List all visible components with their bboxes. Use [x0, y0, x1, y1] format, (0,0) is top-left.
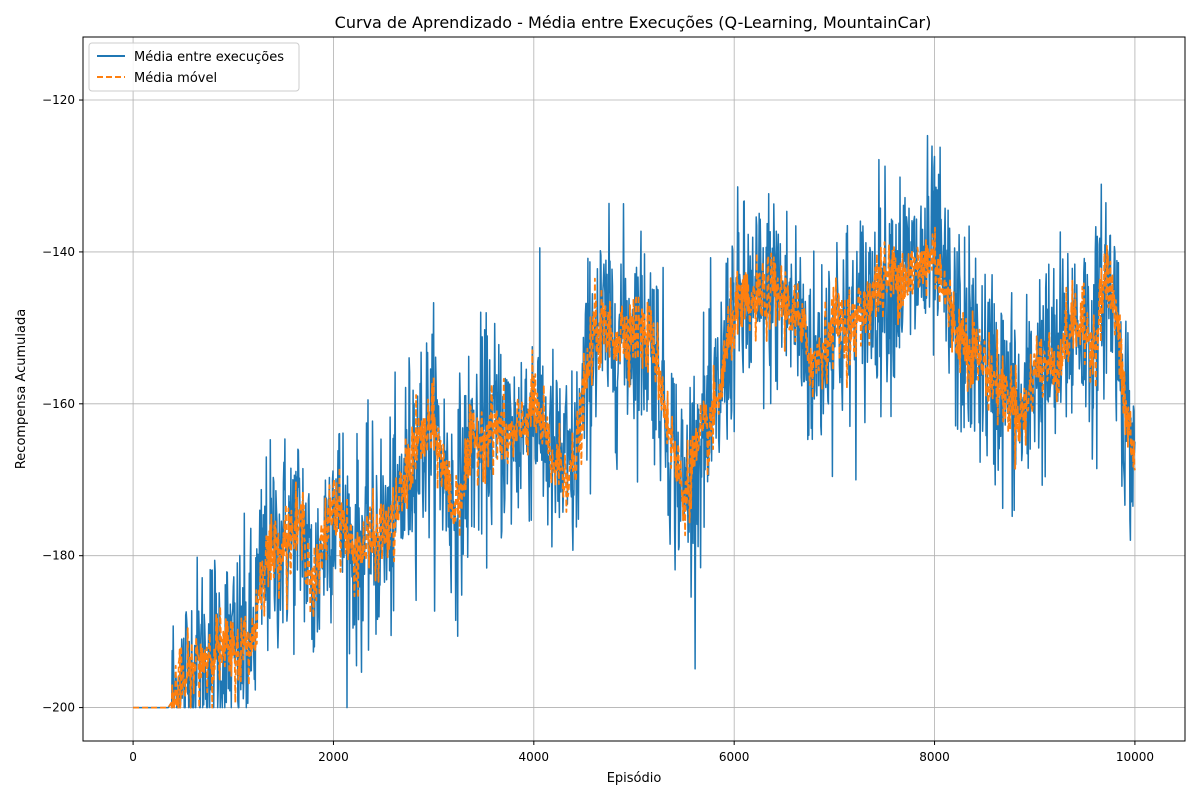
legend-label-mean: Média entre execuções [134, 50, 284, 65]
chart-title: Curva de Aprendizado - Média entre Execu… [335, 13, 932, 32]
x-tick-label: 2000 [318, 750, 349, 764]
y-tick-label: −180 [42, 549, 75, 563]
legend-label-moving-average: Média móvel [134, 71, 217, 86]
y-tick-label: −140 [42, 245, 75, 259]
series-group [132, 134, 1136, 709]
plot-frame [82, 36, 1186, 742]
x-tick-label: 0 [129, 750, 137, 764]
legend-box [88, 42, 300, 92]
y-axis-label: Recompensa Acumulada [14, 309, 29, 469]
x-axis-ticks: 0 2000 4000 6000 8000 10000 [129, 741, 1154, 764]
y-axis-ticks: −200 −180 −160 −140 −120 [42, 93, 83, 715]
y-tick-label: −160 [42, 397, 75, 411]
series-moving-average-line [132, 226, 1136, 709]
x-tick-label: 4000 [519, 750, 550, 764]
x-tick-label: 8000 [919, 750, 950, 764]
x-tick-label: 6000 [719, 750, 750, 764]
x-tick-label: 10000 [1116, 750, 1154, 764]
legend: Média entre execuções Média móvel [88, 42, 300, 92]
y-tick-label: −120 [42, 93, 75, 107]
series-mean-line [132, 134, 1136, 709]
y-tick-label: −200 [42, 701, 75, 715]
x-axis-label: Episódio [607, 771, 662, 786]
